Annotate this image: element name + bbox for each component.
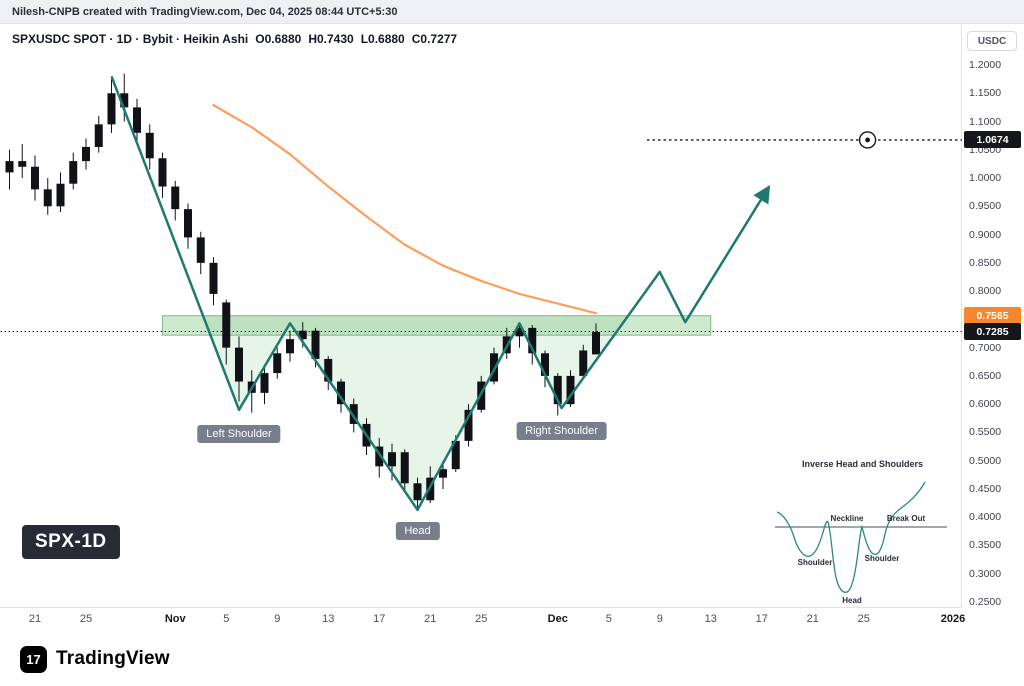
moving-average-line	[212, 104, 598, 315]
y-tick-1.2000: 1.2000	[969, 59, 1002, 71]
inset-label-head: Head	[842, 596, 862, 605]
y-tick-0.5500: 0.5500	[969, 426, 1002, 439]
inset-label-shoulder-left: Shoulder	[797, 558, 833, 567]
tradingview-wordmark[interactable]: TradingView	[56, 648, 170, 669]
x-tick-17: 17	[373, 613, 386, 625]
x-tick-17: 17	[755, 613, 768, 625]
pattern-inset[interactable]: Inverse Head and Shoulders Neckline Brea…	[765, 454, 960, 608]
y-tick-0.8000: 0.8000	[969, 285, 1002, 298]
symbol-title[interactable]: SPXUSDC SPOT · 1D · Bybit · Heikin Ashi	[12, 32, 249, 46]
y-tick-1.1500: 1.1500	[969, 87, 1002, 100]
inset-label-shoulder-right: Shoulder	[864, 554, 900, 563]
y-tick-1.1000: 1.1000	[969, 115, 1002, 128]
inset-diagram	[775, 481, 947, 593]
y-tick-0.3500: 0.3500	[969, 539, 1002, 552]
y-tick-0.8500: 0.8500	[969, 256, 1002, 269]
x-tick-21: 21	[806, 613, 819, 625]
price-badge-0.7565: 0.7565	[964, 307, 1021, 325]
y-tick-0.7000: 0.7000	[969, 341, 1002, 354]
y-tick-0.6500: 0.6500	[969, 369, 1002, 382]
y-tick-0.5000: 0.5000	[969, 454, 1002, 467]
ticker-badge[interactable]: SPX-1D	[22, 525, 120, 559]
attribution-text: Nilesh-CNPB created with TradingView.com…	[12, 5, 398, 18]
x-tick-9: 9	[656, 613, 663, 625]
x-tick-Dec: Dec	[547, 613, 568, 625]
time-axis[interactable]: 21 25 Nov 5 9 13 17 21 25 Dec 5 9 13 17 21 25 2026	[0, 608, 966, 632]
x-tick-9: 9	[274, 613, 281, 625]
target-marker[interactable]	[858, 131, 877, 149]
price-chart-panel[interactable]: SPXUSDC SPOT · 1D · Bybit · Heikin Ashi …	[0, 24, 962, 608]
y-tick-0.4500: 0.4500	[969, 482, 1002, 495]
y-tick-0.6000: 0.6000	[969, 398, 1002, 411]
x-tick-25: 25	[79, 613, 93, 625]
symbol-header[interactable]: SPXUSDC SPOT · 1D · Bybit · Heikin Ashi …	[12, 32, 457, 46]
pattern-label-right-shoulder[interactable]: Right Shoulder	[516, 421, 607, 440]
pattern-label-left-shoulder[interactable]: Left Shoulder	[197, 424, 281, 443]
pattern-fill	[203, 315, 628, 510]
x-tick-5: 5	[605, 613, 612, 625]
x-tick-25: 25	[475, 613, 488, 625]
inset-label-neckline: Neckline	[830, 514, 864, 523]
x-tick-5: 5	[223, 613, 230, 625]
price-badge-1.0674: 1.0674	[964, 131, 1021, 149]
x-tick-13: 13	[704, 613, 717, 625]
ohlc-high: H0.7430	[308, 32, 354, 46]
x-tick-2026: 2026	[940, 613, 966, 625]
x-tick-13: 13	[322, 613, 335, 625]
ohlc-low: L0.6880	[360, 32, 405, 46]
y-tick-0.2500: 0.2500	[969, 596, 1002, 608]
y-tick-0.9000: 0.9000	[969, 228, 1002, 241]
pattern-trendline[interactable]	[110, 75, 771, 512]
neckline-zone[interactable]	[162, 315, 712, 336]
inset-pattern-curve	[776, 481, 926, 593]
chart-area: SPXUSDC SPOT · 1D · Bybit · Heikin Ashi …	[0, 24, 1024, 632]
y-tick-0.3000: 0.3000	[969, 567, 1002, 580]
price-chart-canvas[interactable]	[0, 24, 962, 608]
y-tick-1.0000: 1.0000	[969, 172, 1002, 185]
ohlc-open: O0.6880	[255, 32, 302, 46]
currency-button[interactable]: USDC	[967, 31, 1017, 51]
price-badge-0.7285: 0.7285	[964, 323, 1021, 341]
price-axis[interactable]: USDC 1.2000 1.1500 1.1000 1.0500 1.0000 0.950…	[962, 24, 1024, 632]
x-tick-Nov: Nov	[164, 613, 186, 625]
inset-title: Inverse Head and Shoulders	[801, 459, 924, 469]
pattern-label-head[interactable]: Head	[395, 521, 440, 540]
footer: 17 TradingView	[0, 632, 1024, 686]
x-tick-21: 21	[424, 613, 437, 625]
y-tick-0.9500: 0.9500	[969, 200, 1002, 213]
ohlc-close: C0.7277	[411, 32, 458, 46]
x-tick-25: 25	[857, 613, 870, 625]
inset-label-breakout: Break Out	[886, 514, 926, 523]
x-tick-21: 21	[28, 613, 42, 625]
y-tick-0.4000: 0.4000	[969, 511, 1002, 524]
attribution-bar: Nilesh-CNPB created with TradingView.com…	[0, 0, 1024, 24]
tradingview-logo-icon[interactable]: 17	[20, 645, 47, 673]
